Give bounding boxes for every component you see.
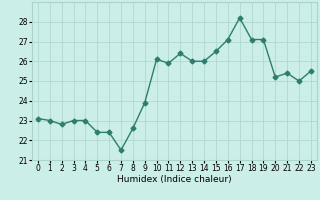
X-axis label: Humidex (Indice chaleur): Humidex (Indice chaleur) xyxy=(117,175,232,184)
